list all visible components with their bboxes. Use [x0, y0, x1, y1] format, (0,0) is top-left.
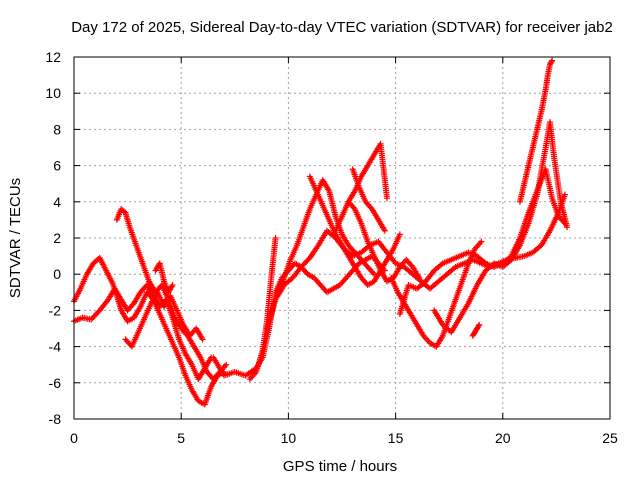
- x-tick-label: 0: [70, 430, 78, 446]
- y-axis-title: SDTVAR / TECUs: [7, 178, 24, 298]
- x-tick-label: 10: [281, 430, 297, 446]
- y-tick-label: 8: [53, 121, 61, 137]
- x-tick-label: 25: [602, 430, 618, 446]
- x-tick-label: 15: [388, 430, 404, 446]
- data-point: [169, 282, 176, 289]
- x-tick-label: 20: [495, 430, 511, 446]
- x-axis-title: GPS time / hours: [283, 458, 397, 475]
- series-track-13: [349, 166, 388, 234]
- series-track-16: [431, 119, 571, 336]
- data-point: [272, 235, 279, 241]
- series-track-3: [113, 206, 230, 383]
- series-track-2: [71, 282, 215, 383]
- series-track-17: [516, 57, 556, 205]
- x-tick-label: 5: [177, 430, 185, 446]
- y-tick-label: -2: [49, 302, 62, 318]
- data-point: [396, 231, 403, 238]
- y-tick-label: 2: [53, 230, 61, 246]
- data-point: [478, 238, 485, 245]
- data-marks: [71, 57, 571, 408]
- y-tick-label: -8: [49, 411, 62, 427]
- data-point: [549, 57, 556, 64]
- x-tick-labels: 0 5 10 15 20 25: [70, 430, 618, 446]
- data-point: [384, 195, 391, 202]
- data-point: [561, 191, 568, 198]
- data-point: [381, 227, 388, 234]
- y-tick-label: -6: [49, 375, 62, 391]
- series-track-4: [122, 289, 206, 350]
- data-point: [564, 224, 571, 231]
- data-point: [223, 361, 230, 368]
- y-tick-label: 6: [53, 158, 61, 174]
- y-tick-label: -4: [49, 339, 62, 355]
- data-point: [475, 323, 482, 330]
- y-tick-label: 10: [45, 85, 61, 101]
- y-tick-labels: -8 -6 -4 -2 0 2 4 6 8 10 12: [45, 49, 61, 427]
- chart-title: Day 172 of 2025, Sidereal Day-to-day VTE…: [71, 19, 613, 36]
- y-tick-label: 0: [53, 266, 61, 282]
- series-track-14: [388, 238, 485, 350]
- series-track-18: [469, 321, 483, 339]
- series-track-10: [306, 173, 403, 289]
- data-point: [548, 58, 555, 65]
- data-point: [476, 321, 483, 328]
- series-track-5: [152, 260, 176, 296]
- axis-ticks: [73, 56, 611, 420]
- data-point: [416, 274, 423, 281]
- data-point: [199, 336, 206, 343]
- y-tick-label: 4: [53, 194, 61, 210]
- y-tick-label: 12: [45, 49, 61, 65]
